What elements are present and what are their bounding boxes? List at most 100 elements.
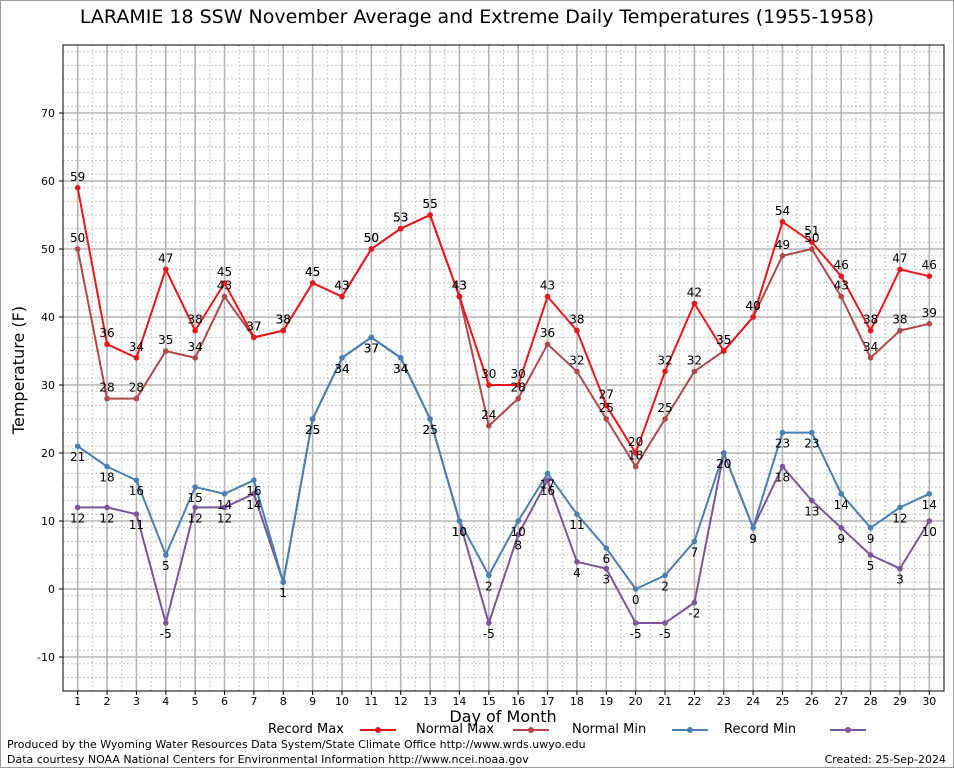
record-max-data-label: 43 — [540, 279, 555, 293]
record-min-data-label: 13 — [804, 505, 819, 519]
record-max-data-label: 30 — [511, 367, 526, 381]
record-max-data-label: 51 — [804, 224, 819, 238]
y-tick-label: 0 — [48, 583, 55, 596]
normal-min-data-label: 23 — [804, 437, 819, 451]
normal-max-data-label: 45 — [305, 265, 320, 279]
record-max-data-label: 35 — [716, 333, 731, 347]
record-max-point — [427, 212, 433, 218]
normal-min-data-label: 0 — [632, 593, 640, 607]
normal-max-data-label: 18 — [628, 449, 643, 463]
record-max-data-label: 36 — [99, 326, 114, 340]
record-min-data-label: 3 — [896, 573, 904, 587]
record-max-point — [750, 314, 756, 320]
normal-min-data-label: 16 — [129, 484, 144, 498]
record-max-point — [251, 334, 257, 341]
normal-min-data-label: 34 — [334, 362, 349, 376]
record-min-data-label: 14 — [246, 498, 261, 512]
normal-max-point — [192, 355, 198, 361]
normal-max-point — [486, 423, 492, 429]
record-max-point — [456, 293, 463, 300]
record-min-data-label: 11 — [129, 518, 144, 532]
normal-min-data-label: 11 — [569, 518, 584, 532]
legend-label: Record Max — [268, 722, 344, 737]
legend-marker — [687, 727, 693, 733]
normal-max-data-label: 36 — [540, 326, 555, 340]
record-min-point — [779, 463, 786, 470]
normal-min-data-label: 5 — [162, 559, 170, 573]
normal-max-data-label: 35 — [716, 333, 731, 347]
record-max-data-label: 43 — [334, 279, 349, 293]
record-max-point — [720, 348, 727, 354]
normal-min-data-label: 18 — [99, 471, 114, 485]
y-tick-label: -10 — [37, 651, 55, 664]
x-tick-label: 1 — [74, 695, 81, 708]
normal-max-data-label: 32 — [687, 353, 702, 367]
normal-max-data-label: 35 — [158, 333, 173, 347]
normal-min-point — [104, 463, 110, 470]
normal-min-data-label: 34 — [393, 362, 408, 376]
normal-max-data-label: 38 — [892, 313, 907, 327]
record-min-point — [104, 504, 110, 511]
record-max-data-label: 50 — [364, 231, 379, 245]
record-max-point — [74, 185, 81, 191]
y-tick-label: 60 — [41, 175, 55, 188]
record-min-data-label: 8 — [514, 539, 522, 553]
normal-min-point — [720, 450, 727, 456]
normal-min-data-label: 6 — [602, 552, 610, 566]
record-max-point — [339, 293, 345, 300]
x-tick-label: 9 — [309, 695, 316, 708]
x-tick-label: 4 — [162, 695, 169, 708]
normal-min-data-label: 25 — [305, 423, 320, 437]
record-max-point — [867, 327, 874, 334]
record-min-data-label: 16 — [540, 484, 555, 498]
footer-credit: Produced by the Wyoming Water Resources … — [7, 738, 586, 751]
record-min-data-label: 12 — [188, 511, 203, 525]
normal-min-data-label: 14 — [834, 498, 849, 512]
record-min-data-label: 25 — [305, 423, 320, 437]
record-min-point — [574, 559, 580, 565]
normal-max-point — [515, 395, 521, 402]
normal-min-point — [574, 511, 580, 517]
normal-max-point — [574, 368, 580, 375]
legend-swatch — [830, 727, 866, 733]
normal-min-point — [427, 416, 433, 422]
record-max-point — [779, 219, 786, 225]
legend-swatch — [672, 727, 708, 733]
normal-min-point — [397, 355, 404, 361]
normal-min-point — [280, 579, 287, 585]
record-min-data-label: 10 — [452, 525, 467, 539]
record-min-data-label: 4 — [573, 566, 581, 580]
normal-min-data-label: 12 — [892, 511, 907, 525]
normal-max-data-label: 43 — [334, 279, 349, 293]
normal-max-point — [897, 327, 903, 334]
record-max-data-label: 47 — [158, 251, 173, 265]
normal-min-point — [456, 518, 463, 524]
record-max-data-label: 43 — [452, 279, 467, 293]
record-min-point — [662, 620, 668, 626]
record-min-point — [544, 477, 551, 484]
record-max-point — [162, 266, 169, 273]
normal-max-data-label: 37 — [246, 319, 261, 333]
normal-min-point — [632, 586, 639, 592]
record-max-data-label: 38 — [569, 313, 584, 327]
normal-max-point — [162, 348, 169, 354]
normal-max-line — [76, 213, 930, 469]
normal-max-point — [662, 416, 668, 422]
x-tick-label: 22 — [687, 695, 701, 708]
normal-min-point — [251, 477, 257, 484]
record-max-point — [574, 327, 580, 334]
y-tick-label: 70 — [41, 107, 55, 120]
normal-min-data-label: 21 — [70, 450, 85, 464]
normal-min-point — [515, 518, 521, 524]
record-max-data-label: 38 — [863, 313, 878, 327]
record-min-data-label: 37 — [364, 341, 379, 355]
normal-max-data-label: 43 — [834, 279, 849, 293]
normal-min-point — [897, 504, 903, 511]
normal-min-data-label: 20 — [716, 457, 731, 471]
normal-min-point — [779, 429, 786, 436]
y-tick-label: 50 — [41, 243, 55, 256]
normal-min-data-label: 1 — [279, 586, 287, 600]
record-max-point — [221, 280, 228, 286]
